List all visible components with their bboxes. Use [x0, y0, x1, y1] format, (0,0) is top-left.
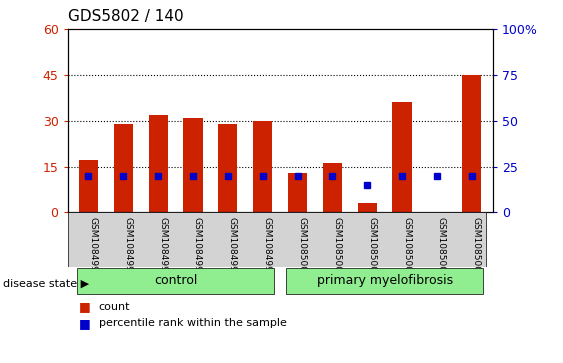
Text: GSM1084998: GSM1084998	[228, 217, 237, 277]
Bar	[462, 75, 481, 212]
Bar	[253, 121, 272, 212]
Text: GDS5802 / 140: GDS5802 / 140	[68, 9, 183, 24]
Text: GSM1085002: GSM1085002	[367, 217, 376, 277]
Bar	[358, 203, 377, 212]
Text: GSM1085001: GSM1085001	[332, 217, 341, 277]
Text: GSM1084994: GSM1084994	[88, 217, 97, 277]
Text: count: count	[99, 302, 130, 312]
Bar	[184, 118, 203, 212]
Bar	[392, 102, 412, 212]
Bar	[218, 124, 238, 212]
Text: GSM1084999: GSM1084999	[263, 217, 272, 277]
Text: GSM1084997: GSM1084997	[193, 217, 202, 277]
Text: ■: ■	[79, 317, 91, 330]
Bar	[323, 163, 342, 212]
Text: GSM1084996: GSM1084996	[158, 217, 167, 277]
Bar	[114, 124, 133, 212]
Text: control: control	[154, 274, 197, 287]
FancyBboxPatch shape	[77, 268, 274, 294]
FancyBboxPatch shape	[68, 212, 486, 267]
Text: percentile rank within the sample: percentile rank within the sample	[99, 318, 287, 328]
Text: GSM1085005: GSM1085005	[472, 217, 481, 277]
Bar	[79, 160, 98, 212]
Text: GSM1085004: GSM1085004	[437, 217, 446, 277]
FancyBboxPatch shape	[286, 268, 483, 294]
Bar	[149, 115, 168, 212]
Text: GSM1084995: GSM1084995	[123, 217, 132, 277]
Text: ■: ■	[79, 300, 91, 313]
Text: disease state ▶: disease state ▶	[3, 279, 89, 289]
Text: GSM1085003: GSM1085003	[402, 217, 411, 277]
Text: GSM1085000: GSM1085000	[297, 217, 306, 277]
Bar	[288, 173, 307, 212]
Text: primary myelofibrosis: primary myelofibrosis	[316, 274, 453, 287]
